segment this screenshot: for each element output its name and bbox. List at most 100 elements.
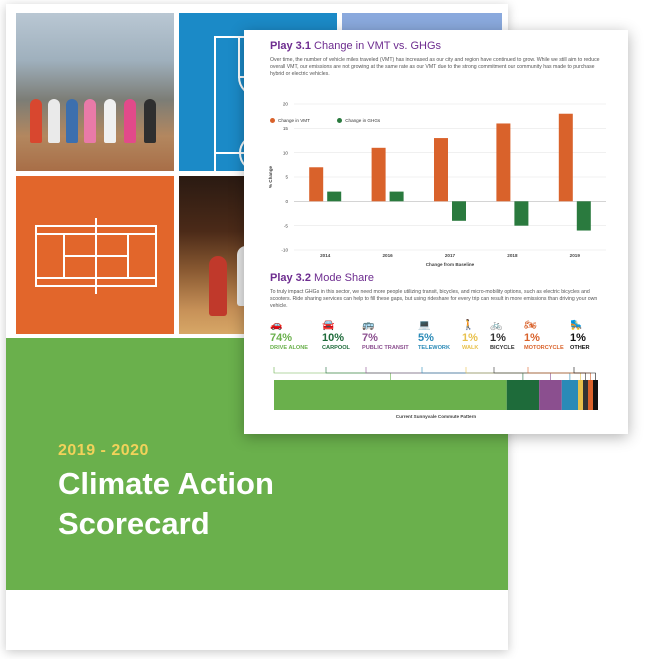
photo-figure — [144, 99, 156, 143]
carpool-icon: 🚘 — [322, 320, 335, 331]
legend-label-vmt: Change in VMT — [278, 118, 310, 123]
bar-vmt — [496, 123, 511, 202]
mode-share-legend: 🚗 74% DRIVE ALONE 🚘 10% CARPOOL 🚌 7% PUBLIC TRAN… — [270, 320, 610, 366]
mode-connector — [325, 367, 524, 380]
photo-figure — [124, 99, 136, 143]
play32-number: Play 3.2 — [270, 272, 311, 284]
mode-percent: 74% — [270, 332, 293, 344]
mode-label: PUBLIC TRANSIT — [362, 345, 409, 351]
legend-item-vmt: Change in VMT — [270, 118, 310, 124]
y-tick-label: 0 — [285, 199, 288, 204]
mode-percent: 1% — [462, 332, 478, 344]
bicycle-icon: 🚲 — [490, 320, 503, 331]
mode-connector — [573, 367, 596, 380]
mode-bar-segment — [561, 380, 578, 410]
mode-bar-segment — [588, 380, 593, 410]
play31-number: Play 3.1 — [270, 40, 311, 52]
walk-icon: 🚶 — [462, 320, 475, 331]
photo-figure — [30, 99, 42, 143]
mode-connector — [527, 367, 591, 380]
play31-title: Change in VMT vs. GHGs — [314, 40, 441, 52]
legend-swatch — [337, 118, 343, 124]
mode-public-transit: 🚌 7% PUBLIC TRANSIT — [362, 320, 409, 352]
mode-bar-segment — [578, 380, 583, 410]
mode-percent: 7% — [362, 332, 378, 344]
bar-ghg — [452, 201, 466, 221]
tennis-court-icon — [35, 218, 157, 294]
legend-label-ghg: Change in GHGs — [345, 118, 381, 123]
y-tick-label: -10 — [281, 248, 288, 253]
play31-description: Over time, the number of vehicle miles t… — [270, 57, 600, 77]
mode-walk: 🚶 1% WALK — [462, 320, 478, 352]
mode-label: CARPOOL — [322, 345, 350, 351]
mode-bar-segment — [583, 380, 588, 410]
photo-figure — [104, 99, 116, 143]
mode-label: MOTORCYCLE — [524, 345, 564, 351]
x-tick-label: 2014 — [320, 253, 331, 258]
mode-drive-alone: 🚗 74% DRIVE ALONE — [270, 320, 308, 352]
chart-legend: Change in VMT Change in GHGs — [270, 118, 406, 124]
legend-item-ghg: Change in GHGs — [337, 118, 381, 124]
bar-vmt — [371, 147, 386, 202]
vmt-ghg-bar-chart: 20 15 10 5 0 -5 -10 % Change 2014 2016 2017 2018 201… — [268, 102, 606, 267]
photo-figure — [48, 99, 60, 143]
bar-vmt — [434, 138, 448, 202]
mode-bar-segment — [274, 380, 507, 410]
cover-year: 2019 - 2020 — [58, 442, 149, 459]
mode-bar-segment — [593, 380, 598, 410]
telework-icon: 💻 — [418, 320, 431, 331]
play32-title: Mode Share — [314, 272, 374, 284]
mode-connector — [493, 367, 586, 380]
x-tick-label: 2017 — [445, 253, 456, 258]
photo-figure — [84, 99, 96, 143]
mode-label: BICYCLE — [490, 345, 515, 351]
mode-percent: 1% — [570, 332, 586, 344]
bar-vmt — [558, 113, 573, 202]
play32-description: To truly impact GHGs in this sector, we … — [270, 289, 598, 309]
other-icon: 🛼 — [570, 320, 583, 331]
photo-figure — [209, 256, 227, 316]
cover-title: Climate Action Scorecard — [58, 466, 274, 541]
x-tick-label: 2019 — [570, 253, 581, 258]
y-tick-label: 5 — [285, 175, 288, 180]
y-tick-label: 15 — [283, 126, 289, 131]
mode-motorcycle: 🏍 1% MOTORCYCLE — [524, 320, 564, 352]
mode-connector — [421, 367, 571, 380]
motorcycle-icon: 🏍 — [524, 320, 537, 331]
mode-label: OTHER — [570, 345, 590, 351]
mode-bar-segment — [539, 380, 562, 410]
mode-bar-segment — [506, 380, 540, 410]
x-tick-label: 2016 — [382, 253, 393, 258]
mode-carpool: 🚘 10% CARPOOL — [322, 320, 350, 352]
x-axis-title: Change from Baseline — [426, 262, 475, 267]
photo-figure — [66, 99, 78, 143]
y-axis-title: % Change — [268, 165, 273, 188]
mode-other: 🛼 1% OTHER — [570, 320, 590, 352]
mode-connector — [465, 367, 581, 380]
mode-connector — [365, 367, 551, 380]
y-tick-label: 10 — [283, 150, 289, 155]
kids-tennis-photo — [16, 13, 174, 171]
y-tick-label: -5 — [284, 223, 289, 228]
bar-ghg — [514, 201, 529, 226]
bar-ghg — [389, 191, 404, 202]
tennis-court-tile — [16, 176, 174, 334]
mode-telework: 💻 5% TELEWORK — [418, 320, 450, 352]
play32-heading: Play 3.2 Mode Share — [270, 272, 374, 284]
bar-vmt — [309, 167, 324, 202]
y-tick-label: 20 — [283, 102, 289, 107]
mode-percent: 1% — [490, 332, 506, 344]
legend-swatch — [270, 118, 275, 124]
mode-percent: 10% — [322, 332, 345, 344]
bar-ghg — [327, 191, 342, 202]
mode-label: DRIVE ALONE — [270, 345, 309, 351]
play31-heading: Play 3.1 Change in VMT vs. GHGs — [270, 40, 441, 52]
mode-percent: 5% — [418, 332, 434, 344]
bus-icon: 🚌 — [362, 320, 375, 331]
bar-ghg — [576, 201, 591, 231]
x-tick-label: 2018 — [507, 253, 518, 258]
car-icon: 🚗 — [270, 320, 283, 331]
mode-label: TELEWORK — [418, 345, 451, 351]
scorecard-inner-page: Play 3.1 Change in VMT vs. GHGs Over tim… — [244, 30, 628, 434]
mode-connector — [273, 367, 391, 380]
